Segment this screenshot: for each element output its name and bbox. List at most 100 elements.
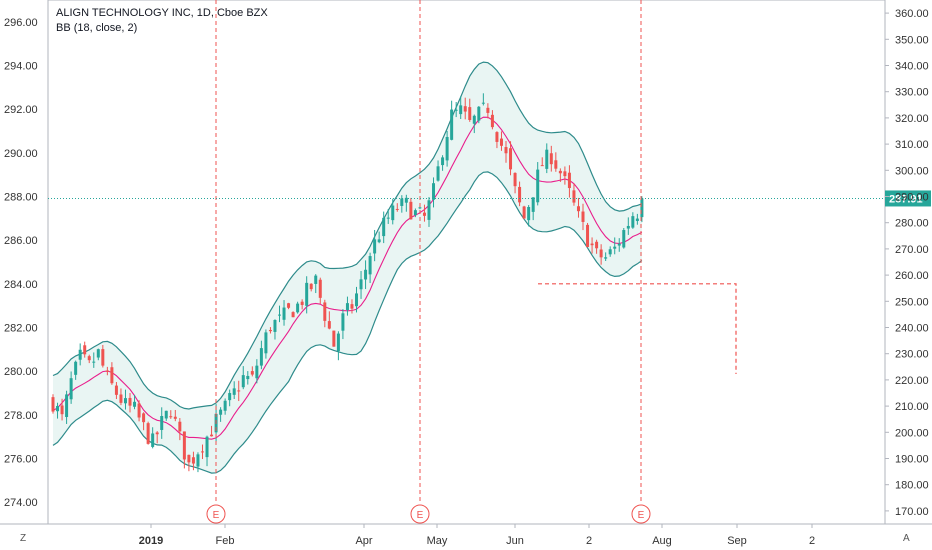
left-axis-tick-label: 290.00	[4, 148, 38, 160]
candle-body	[622, 230, 626, 248]
candle-body	[490, 114, 494, 128]
indicator-title: BB (18, close, 2)	[56, 22, 138, 34]
last-price-tag	[885, 190, 931, 207]
candle-body	[327, 321, 331, 329]
candle-body	[205, 436, 209, 458]
candle-body	[395, 208, 399, 210]
candle-body	[332, 330, 336, 347]
candle-body	[110, 367, 114, 384]
candle-body	[563, 171, 567, 177]
last-price-label: 287.91	[889, 193, 923, 205]
candle-body	[92, 361, 96, 363]
candle-body	[173, 416, 177, 419]
left-axis-tick-label: 278.00	[4, 410, 38, 422]
candle-body	[133, 401, 137, 407]
candle-body	[364, 269, 368, 280]
candle-body	[626, 225, 630, 229]
right-axis-tick-label: 320.00	[895, 113, 929, 125]
right-axis-tick-label: 210.00	[895, 401, 929, 413]
candle-body	[391, 205, 395, 221]
candle-body	[613, 246, 617, 249]
right-axis-tick-label: 250.00	[895, 296, 929, 308]
left-axis-tick-label: 284.00	[4, 279, 38, 291]
candle-body	[413, 210, 417, 216]
candle-body	[418, 207, 422, 209]
candle-body	[60, 405, 64, 415]
candle-body	[146, 423, 150, 444]
candle-body	[142, 413, 146, 423]
candle-body	[114, 385, 118, 395]
candle-body	[291, 312, 295, 318]
candle-body	[427, 200, 431, 220]
candle-body	[513, 172, 517, 187]
candle-body	[377, 239, 381, 243]
candle-body	[468, 107, 472, 120]
candle-body	[549, 153, 553, 165]
candle-body	[454, 109, 458, 111]
candle-body	[259, 348, 263, 366]
time-axis-tick-label: 2	[586, 535, 592, 547]
left-axis-tick-label: 282.00	[4, 323, 38, 335]
candle-body	[219, 409, 223, 415]
earnings-marker-icon	[410, 504, 430, 524]
right-axis-tick-label: 180.00	[895, 480, 929, 492]
chart-legend: ALIGN TECHNOLOGY INC, 1D, Cboe BZX BB (1…	[56, 6, 268, 36]
candle-body	[576, 206, 580, 212]
candle-body	[264, 332, 268, 354]
right-axis-tick-label: 200.00	[895, 427, 929, 439]
candle-body	[119, 394, 123, 403]
candle-body	[608, 249, 612, 255]
candle-body	[595, 241, 599, 249]
candle-body	[105, 370, 109, 372]
candle-body	[250, 371, 254, 375]
candle-body	[223, 400, 227, 411]
candle-body	[318, 279, 322, 298]
symbol-title: ALIGN TECHNOLOGY INC, 1D, Cboe BZX	[56, 7, 268, 19]
candle-body	[368, 256, 372, 275]
zoom-toggle-button[interactable]: Z	[20, 533, 27, 544]
right-axis-tick-label: 360.00	[895, 8, 929, 20]
auto-scale-button[interactable]: A	[903, 533, 910, 544]
candle-body	[237, 390, 241, 392]
right-axis-tick-label: 270.00	[895, 244, 929, 256]
candle-body	[246, 375, 250, 380]
time-axis-tick-label: 2019	[139, 535, 163, 547]
candle-body	[509, 148, 513, 170]
candle-body	[296, 303, 300, 313]
earnings-marker-icon	[206, 504, 226, 524]
candlestick-series	[51, 93, 644, 473]
candle-body	[631, 216, 635, 228]
candle-body	[69, 378, 73, 400]
earnings-marker-label: E	[417, 510, 424, 521]
candle-body	[527, 207, 531, 221]
candle-body	[273, 319, 277, 332]
time-axis-tick-label: Apr	[355, 535, 372, 547]
candle-body	[314, 275, 318, 284]
candle-body	[504, 147, 508, 154]
candle-body	[558, 170, 562, 174]
candle-body	[400, 198, 404, 206]
candle-body	[169, 416, 173, 418]
right-axis-tick-label: 290.00	[895, 192, 929, 204]
candle-body	[531, 197, 535, 212]
candle-body	[155, 432, 159, 435]
candle-body	[287, 303, 291, 308]
candle-body	[65, 394, 69, 418]
right-axis-tick-label: 330.00	[895, 87, 929, 99]
candle-body	[640, 198, 644, 218]
candle-body	[486, 107, 490, 113]
left-axis-tick-label: 276.00	[4, 454, 38, 466]
candle-body	[472, 115, 476, 124]
candle-body	[51, 397, 55, 412]
candle-body	[228, 393, 232, 401]
candle-body	[635, 218, 639, 222]
candle-body	[518, 186, 522, 203]
candle-body	[554, 160, 558, 169]
time-axis-tick-label: May	[427, 535, 448, 547]
candle-body	[422, 212, 426, 216]
candle-body	[536, 169, 540, 203]
left-axis-tick-label: 274.00	[4, 497, 38, 509]
right-axis-tick-label: 230.00	[895, 349, 929, 361]
candle-body	[350, 304, 354, 309]
